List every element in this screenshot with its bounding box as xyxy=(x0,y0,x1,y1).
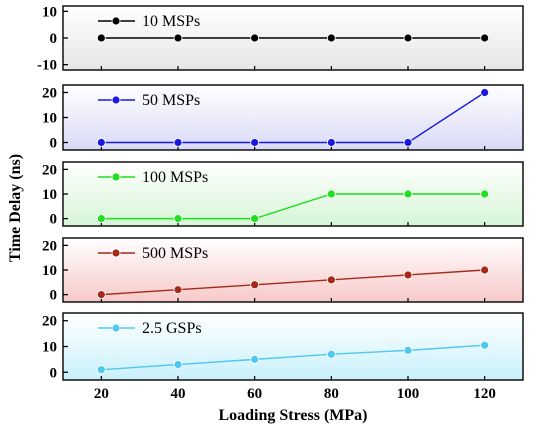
panel-4: 0 10 20 500 MSPs xyxy=(42,237,524,304)
panel-1-data-point xyxy=(326,33,336,43)
xtick-label: 120 xyxy=(473,386,496,402)
panel-2-legend-label: 50 MSPs xyxy=(142,92,200,109)
panel-1-legend-marker xyxy=(111,16,121,26)
panel-2-series-line xyxy=(101,91,486,144)
panel-2-data-point xyxy=(326,138,336,147)
panel-5-data-point xyxy=(250,354,260,364)
panel-4-ytick-label: 20 xyxy=(42,238,57,254)
panel-3-frame xyxy=(62,161,524,227)
panel-5-data-point xyxy=(173,360,183,369)
xtick-label: 40 xyxy=(171,386,186,402)
panel-4-series-line xyxy=(101,269,485,296)
panel-5-legend-marker xyxy=(111,323,121,333)
panel-1-ytick-label: 0 xyxy=(50,31,58,47)
panel-3-data-point xyxy=(173,214,183,224)
panel-5-background xyxy=(63,313,523,380)
panel-1-ytick-label: 10 xyxy=(42,4,57,20)
panel-3-data-point xyxy=(403,189,413,199)
panel-1: -10 0 10 10 MSPs xyxy=(37,4,524,74)
panel-4-background xyxy=(63,238,523,302)
panel-4-data-point xyxy=(480,265,490,275)
panel-1-ytick-label: -10 xyxy=(37,58,57,74)
panel-1-data-point xyxy=(96,33,106,43)
panel-2: 0 10 20 50 MSPs xyxy=(42,84,524,152)
panel-2-ytick-label: 0 xyxy=(50,136,58,152)
panel-2-data-point xyxy=(173,138,183,147)
panel-4-data-point xyxy=(326,275,336,285)
panel-2-data-point xyxy=(480,88,490,97)
xtick-label: 20 xyxy=(94,386,109,402)
panel-4-legend-marker xyxy=(111,248,121,258)
panel-4-frame xyxy=(62,237,524,303)
panel-3-data-point xyxy=(326,189,336,199)
panel-3-ytick-label: 10 xyxy=(42,187,57,203)
panel-5-data-point xyxy=(96,365,106,375)
panel-2-ytick-label: 20 xyxy=(42,86,57,102)
panel-3-ytick-label: 0 xyxy=(50,212,58,228)
panel-2-frame xyxy=(62,84,524,151)
panel-4-data-point xyxy=(96,290,106,300)
panel-3-legend-marker xyxy=(111,172,121,182)
panel-3-legend-label: 100 MSPs xyxy=(142,169,208,186)
panel-1-legend-label: 10 MSPs xyxy=(142,13,200,30)
panel-1-data-point xyxy=(250,33,260,43)
panel-4-data-point xyxy=(403,270,413,280)
panel-5: 0 10 20 2.5 GSPs xyxy=(42,312,524,381)
panel-1-data-point xyxy=(403,33,413,43)
panel-4-legend-label: 500 MSPs xyxy=(142,245,208,262)
panel-5-series-line xyxy=(101,344,485,371)
xtick-label: 100 xyxy=(397,386,420,402)
panel-4-data-point xyxy=(173,285,183,295)
panel-2-data-point xyxy=(250,138,260,147)
xtick-label: 60 xyxy=(247,386,262,402)
panel-5-data-point xyxy=(403,345,413,355)
panel-5-ytick-label: 0 xyxy=(50,365,58,381)
y-axis-title: Time Delay (ns) xyxy=(7,154,24,262)
panel-3: 0 10 20 100 MSPs xyxy=(42,161,524,228)
panel-4-ytick-label: 0 xyxy=(50,288,58,304)
panel-5-ytick-label: 10 xyxy=(42,340,57,356)
panel-2-legend-marker xyxy=(111,95,121,105)
panel-4-data-point xyxy=(250,280,260,290)
panel-3-series-line xyxy=(101,193,485,220)
panel-1-data-point xyxy=(173,33,183,43)
panel-3-data-point xyxy=(96,214,106,224)
panel-2-background xyxy=(63,85,523,150)
panel-3-data-point xyxy=(250,214,260,224)
panel-4-ytick-label: 10 xyxy=(42,263,57,279)
panel-5-frame xyxy=(62,312,524,381)
panel-2-ytick-label: 10 xyxy=(42,111,57,127)
panel-5-data-point xyxy=(326,349,336,359)
panel-2-data-point xyxy=(96,138,106,147)
x-axis-title: Loading Stress (MPa) xyxy=(218,407,367,424)
xtick-label: 80 xyxy=(324,386,339,402)
panel-2-data-point xyxy=(403,138,413,147)
panel-3-ytick-label: 20 xyxy=(42,162,57,178)
panel-5-legend-label: 2.5 GSPs xyxy=(142,320,202,337)
panel-1-frame xyxy=(62,5,524,71)
panel-5-ytick-label: 20 xyxy=(42,314,57,330)
panel-1-data-point xyxy=(480,33,490,43)
panel-5-data-point xyxy=(480,340,490,350)
panel-3-data-point xyxy=(480,189,490,199)
